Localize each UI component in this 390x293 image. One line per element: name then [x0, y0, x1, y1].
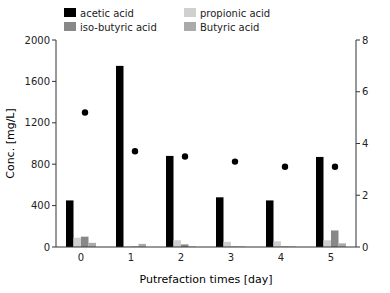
legend-swatch	[64, 8, 76, 17]
bar	[89, 243, 97, 247]
bar	[224, 242, 232, 247]
x-tick-label: 2	[178, 252, 184, 263]
legend-swatch	[64, 22, 76, 31]
y2-tick-label: 6	[362, 86, 368, 97]
bar	[81, 237, 89, 247]
dot	[232, 158, 238, 164]
x-tick-label: 0	[78, 252, 84, 263]
bar	[324, 240, 332, 247]
dot	[132, 148, 138, 154]
bar	[216, 197, 224, 247]
legend-label: propionic acid	[200, 8, 270, 19]
y-tick-label: 2000	[25, 35, 50, 46]
bar	[116, 66, 124, 247]
x-axis-line	[56, 247, 356, 248]
y-tick	[52, 122, 56, 123]
legend-swatch	[184, 8, 196, 17]
bar	[331, 230, 339, 247]
y-tick-label: 0	[44, 242, 50, 253]
x-tick-label: 4	[278, 252, 284, 263]
y-axis-label: Conc. [mg/L]	[4, 108, 17, 179]
bar	[316, 157, 324, 247]
dot	[182, 153, 188, 159]
legend-label: Butyric acid	[200, 22, 259, 33]
y2-tick	[356, 195, 360, 196]
x-tick-label: 1	[128, 252, 134, 263]
x-axis-label: Putrefaction times [day]	[140, 273, 273, 286]
bar	[174, 240, 182, 247]
bar	[166, 156, 174, 247]
y-tick-label: 400	[31, 200, 50, 211]
x-tick-label: 5	[328, 252, 334, 263]
plot-area	[66, 66, 346, 247]
bar	[339, 243, 347, 247]
y-tick-label: 1600	[25, 76, 50, 87]
dot	[332, 164, 338, 170]
y2-tick	[356, 143, 360, 144]
legend-swatch	[184, 22, 196, 31]
y-tick-label: 1200	[25, 117, 50, 128]
y2-tick	[356, 247, 360, 248]
y2-tick	[356, 40, 360, 41]
legend-label: iso-butyric acid	[80, 22, 157, 33]
y-tick	[52, 40, 56, 41]
x-tick-label: 3	[228, 252, 234, 263]
y-tick-label: 800	[31, 159, 50, 170]
bar	[274, 241, 282, 247]
y2-tick-label: 8	[362, 35, 368, 46]
bar	[66, 200, 74, 247]
legend-label: acetic acid	[80, 8, 134, 19]
y-tick	[52, 205, 56, 206]
y2-tick	[356, 91, 360, 92]
y-tick	[52, 164, 56, 165]
chart: 0 400 800 1200 1600 2000 0 2 4 6 8 0 1 2 3 4 5 Putrefacti…	[0, 0, 390, 293]
bar	[74, 238, 82, 247]
dot	[282, 164, 288, 170]
y2-tick-label: 4	[362, 138, 368, 149]
dot	[82, 109, 88, 115]
y2-tick-label: 2	[362, 190, 368, 201]
bar	[266, 200, 274, 247]
y-tick	[52, 81, 56, 82]
legend: acetic acid propionic acid iso-butyric aci…	[64, 8, 270, 33]
y-tick	[52, 247, 56, 248]
y-axis-line	[56, 40, 57, 247]
y2-tick-label: 0	[362, 242, 368, 253]
